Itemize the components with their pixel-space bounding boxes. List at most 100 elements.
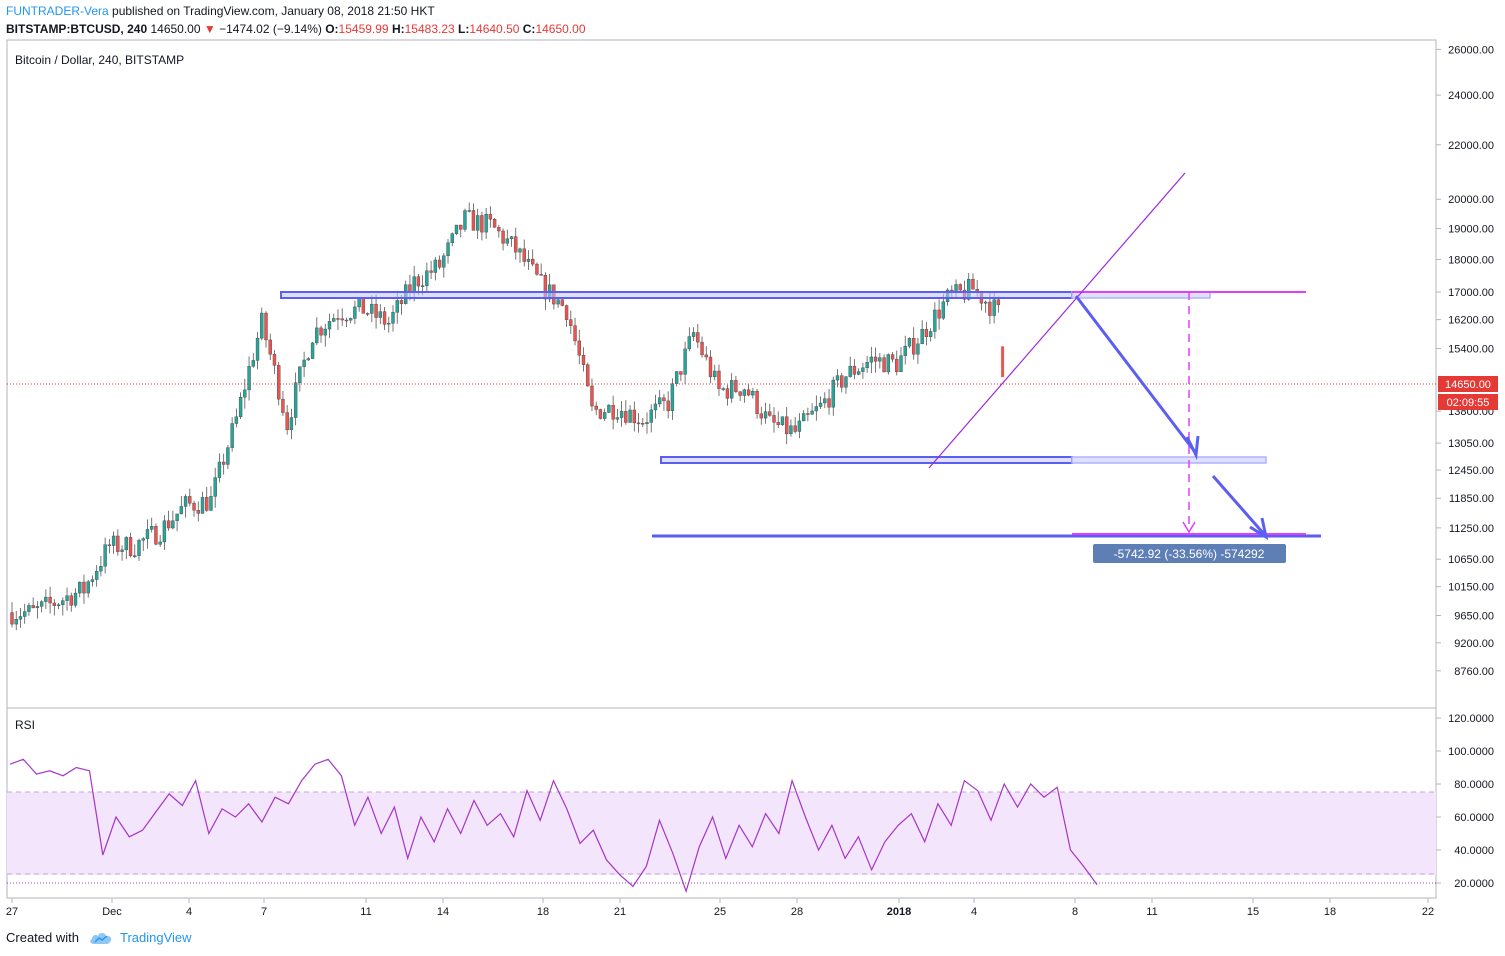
candle-body	[467, 210, 471, 212]
drawings[interactable]: -5742.92 (-33.56%) -574292	[280, 172, 1321, 563]
candle-body	[916, 343, 920, 355]
candle-body	[260, 312, 264, 339]
candle-body	[569, 319, 573, 326]
candle-body	[306, 358, 311, 361]
rsi-band	[7, 792, 1436, 875]
candle-body	[755, 390, 759, 414]
candle-body	[662, 397, 666, 402]
candle-body	[14, 619, 18, 625]
time-tick-label: 7	[261, 906, 267, 918]
candle-body	[361, 298, 366, 314]
candle-body	[154, 526, 158, 545]
countdown-tag	[1438, 394, 1498, 410]
candle-body	[611, 405, 615, 420]
candle-body	[514, 236, 518, 253]
candle-body	[742, 389, 747, 396]
candle-body	[564, 305, 569, 320]
high-label: H:	[391, 22, 405, 36]
price-tick-label: 13050.00	[1448, 438, 1494, 450]
time-tick-label: Dec	[102, 906, 122, 918]
price-tick-label: 19000.00	[1448, 224, 1494, 236]
low-value: 14640.50	[469, 22, 520, 36]
candle-body	[763, 411, 768, 419]
rsi-tick-label: 20.0000	[1454, 878, 1494, 890]
trend-line[interactable]	[928, 172, 1186, 469]
candle-body	[840, 375, 844, 388]
candle-body	[10, 612, 14, 625]
tradingview-link[interactable]: TradingView	[120, 930, 192, 945]
candle-body	[967, 278, 971, 300]
candle-body	[272, 354, 277, 366]
candle-body	[399, 300, 404, 304]
price-tick-label: 9200.00	[1454, 638, 1494, 650]
candle-body	[18, 616, 23, 620]
candle-body	[183, 496, 188, 507]
candle-body	[247, 366, 251, 391]
support-zone-projection[interactable]	[1071, 456, 1267, 464]
projection-arrowhead-1	[1185, 435, 1200, 461]
candle-body	[713, 370, 717, 378]
candle-body	[35, 606, 40, 609]
time-tick-label: 11	[360, 906, 371, 918]
time-tick-label: 11	[1146, 906, 1157, 918]
candle-body	[484, 214, 488, 233]
candle-body	[213, 477, 217, 497]
candle-body	[937, 309, 941, 319]
candle-body	[526, 258, 531, 262]
candle-body	[501, 230, 505, 244]
candle-body	[433, 259, 438, 273]
candle-body	[226, 447, 230, 465]
projection-arrow-2[interactable]	[1211, 475, 1266, 535]
support-zone[interactable]	[660, 456, 1073, 464]
candle-body	[293, 382, 298, 418]
candle-body	[344, 319, 349, 322]
candle-body	[107, 544, 112, 546]
candle-body	[217, 461, 222, 478]
candle-body	[759, 413, 763, 419]
candle-body	[442, 255, 446, 268]
candle-body	[395, 300, 399, 313]
candle-body	[315, 327, 319, 344]
candle-body	[166, 520, 171, 529]
time-tick-label: 8	[1072, 906, 1078, 918]
candle-body	[255, 337, 260, 361]
candle-body	[691, 332, 696, 337]
price-pane-title: Bitcoin / Dollar, 240, BITSTAMP	[15, 53, 184, 67]
time-tick-label: 15	[1247, 906, 1259, 918]
symbol-label: BITSTAMP:BTCUSD, 240	[6, 22, 148, 36]
rsi-axis-ticks: 120.0000 100.0000 80.0000 60.0000 40.0000 20.…	[1436, 713, 1494, 890]
candle-body	[772, 415, 776, 423]
candle-body	[861, 367, 865, 372]
candle-body	[683, 348, 687, 375]
candle-body	[94, 570, 99, 580]
candle-body	[133, 555, 137, 557]
projection-arrow-1[interactable]	[1074, 295, 1197, 453]
candle-body	[505, 238, 509, 244]
candle-body	[577, 340, 581, 356]
candle-body	[327, 321, 332, 330]
candle-body	[869, 356, 874, 363]
candle-body	[221, 461, 226, 465]
author-link[interactable]: FUNTRADER-Vera	[6, 4, 109, 18]
candle-body	[983, 301, 988, 304]
created-with-text: Created with	[6, 930, 79, 945]
candle-body	[674, 371, 679, 384]
candle-body	[56, 604, 61, 606]
candle-body	[700, 341, 704, 356]
candle-body	[365, 313, 370, 315]
close-label: C:	[522, 22, 536, 36]
countdown-tag-text: 02:09:55	[1447, 397, 1490, 409]
candle-body	[425, 270, 429, 286]
candle-body	[336, 318, 340, 320]
price-tick-label: 26000.00	[1448, 44, 1494, 56]
candle-body	[209, 496, 213, 511]
candle-body	[831, 379, 835, 408]
time-tick-label: 21	[614, 906, 626, 918]
candle-body	[696, 332, 700, 343]
resistance-zone[interactable]	[280, 291, 1073, 299]
candle-body	[573, 325, 577, 342]
candle-body	[814, 406, 819, 412]
candle-body	[844, 376, 848, 388]
candle-body	[205, 497, 209, 511]
